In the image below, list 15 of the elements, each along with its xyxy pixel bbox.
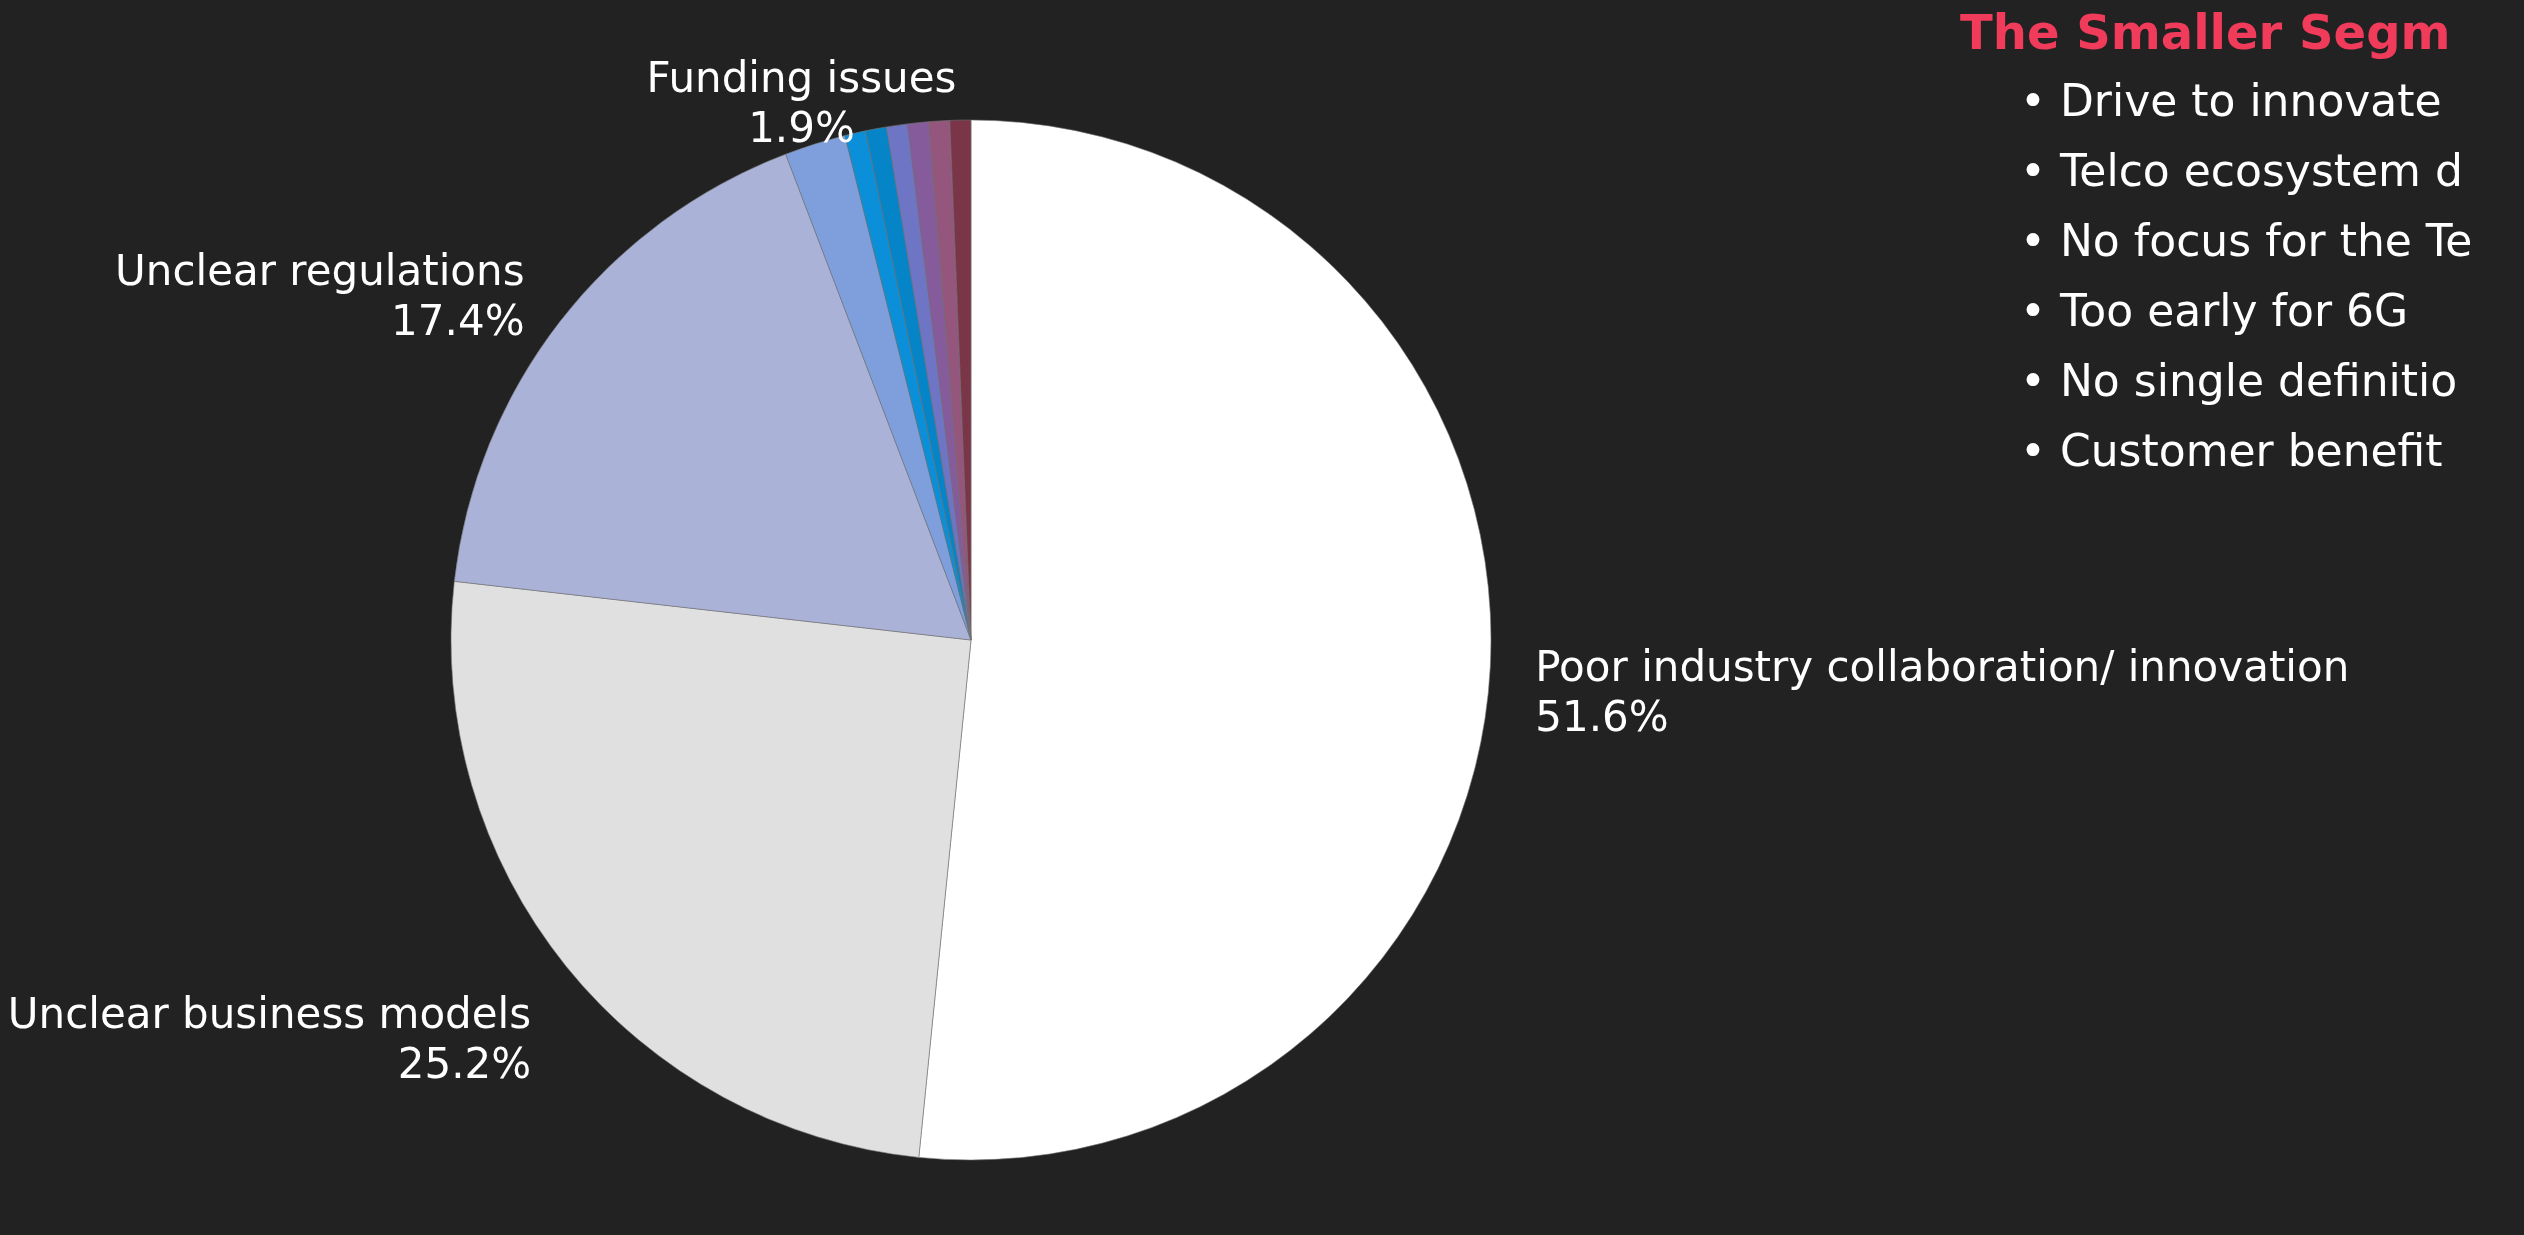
text: The Smaller Segm	[1960, 4, 2452, 60]
text: • Customer benefit	[2020, 424, 2444, 478]
slice-label: Unclear regulations	[115, 245, 525, 295]
text: • Drive to innovate	[2020, 74, 2443, 128]
slice-label: Funding issues	[646, 53, 957, 103]
text: • Telco ecosystem d	[2020, 144, 2464, 198]
text: • No focus for the Te	[2020, 214, 2473, 268]
data-label: 17.4%	[391, 295, 525, 345]
text: • Too early for 6G	[2020, 284, 2410, 338]
slice-label: Unclear business models	[7, 988, 532, 1038]
slice-label: Poor industry collaboration/ innovation	[1535, 642, 2350, 692]
data-label: 25.2%	[397, 1038, 532, 1088]
data-label: 1.9%	[748, 103, 855, 153]
data-label: 51.6%	[1535, 692, 1669, 742]
text: • No single definitio	[2020, 354, 2459, 408]
